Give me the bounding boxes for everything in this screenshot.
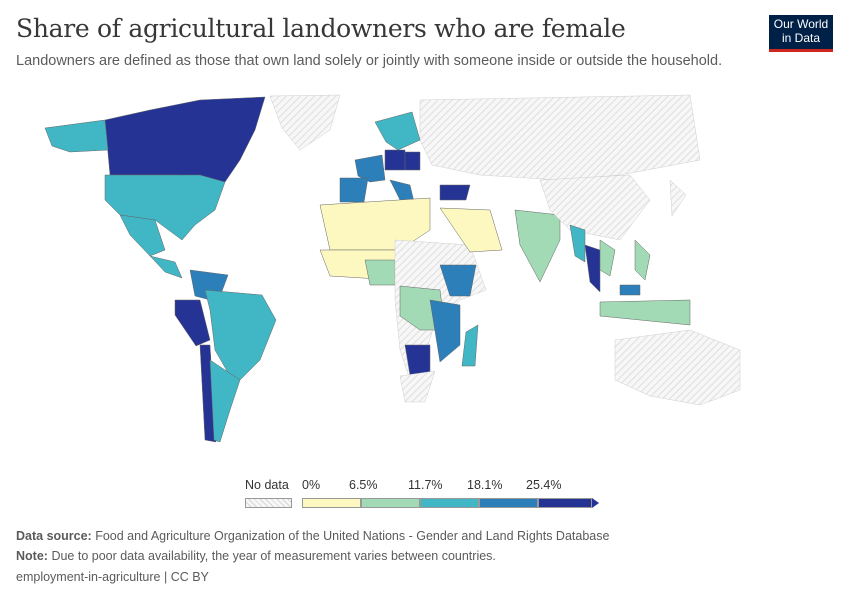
country-poland[interactable] <box>404 151 421 171</box>
legend-tick-label: 0% <box>302 478 321 492</box>
slug-license[interactable]: employment-in-agriculture | CC BY <box>16 570 209 584</box>
legend: No data 0% 6.5% 11.7% 18.1% 25.4% <box>0 478 850 514</box>
note-label: Note: <box>16 549 48 563</box>
country-indonesia[interactable] <box>599 299 691 326</box>
country-greenland[interactable] <box>269 94 341 151</box>
country-india[interactable] <box>514 209 561 283</box>
country-russia[interactable] <box>419 94 701 181</box>
legend-no-data-swatch <box>245 498 292 508</box>
legend-bin-swatch[interactable] <box>420 498 479 508</box>
owid-logo[interactable]: Our World in Data <box>769 15 833 52</box>
chart-title: Share of agricultural landowners who are… <box>16 14 626 43</box>
note: Note: Due to poor data availability, the… <box>16 549 496 563</box>
legend-bin-swatch[interactable] <box>302 498 361 508</box>
chart-subtitle: Landowners are defined as those that own… <box>16 53 723 69</box>
country-vietnam[interactable] <box>599 239 616 277</box>
country-spain[interactable] <box>339 177 369 203</box>
country-brazil[interactable] <box>204 289 277 386</box>
country-north-africa[interactable] <box>319 197 431 251</box>
country-peru[interactable] <box>174 299 211 347</box>
source-text[interactable]: Food and Agriculture Organization of the… <box>95 529 610 543</box>
country-chile[interactable] <box>199 344 217 443</box>
country-thailand[interactable] <box>584 244 601 293</box>
country-philippines[interactable] <box>634 239 651 281</box>
legend-bin-swatch[interactable] <box>361 498 420 508</box>
country-germany[interactable] <box>384 149 406 171</box>
country-mexico[interactable] <box>119 214 166 257</box>
country-nigeria[interactable] <box>364 259 396 286</box>
country-central-america[interactable] <box>149 255 183 279</box>
legend-bin-swatch[interactable] <box>479 498 538 508</box>
country-australia[interactable] <box>614 329 741 406</box>
country-turkey[interactable] <box>439 184 471 201</box>
country-united-states[interactable] <box>104 174 226 241</box>
legend-no-data-label: No data <box>245 478 289 492</box>
country-china[interactable] <box>539 174 651 241</box>
country-japan[interactable] <box>669 179 687 217</box>
country-scandinavia[interactable] <box>374 111 421 151</box>
country-saudi-arabia[interactable] <box>439 207 503 253</box>
country-madagascar[interactable] <box>461 324 479 367</box>
note-text: Due to poor data availability, the year … <box>51 549 496 563</box>
data-source: Data source: Food and Agriculture Organi… <box>16 529 609 543</box>
legend-arrow-icon <box>592 498 599 508</box>
country-canada[interactable] <box>104 96 266 186</box>
world-map[interactable] <box>0 90 850 460</box>
legend-bin-swatch[interactable] <box>538 498 592 508</box>
country-argentina[interactable] <box>209 359 241 443</box>
legend-tick-label: 6.5% <box>349 478 378 492</box>
legend-tick-label: 25.4% <box>526 478 562 492</box>
country-alaska-united-states-[interactable] <box>44 119 109 153</box>
country-france[interactable] <box>354 154 386 183</box>
country-ethiopia[interactable] <box>439 264 477 297</box>
country-malaysia[interactable] <box>619 284 641 296</box>
country-south-africa[interactable] <box>399 370 436 403</box>
country-myanmar[interactable] <box>569 224 586 263</box>
legend-tick-label: 18.1% <box>467 478 503 492</box>
country-tanzania[interactable] <box>429 299 461 363</box>
legend-tick-label: 11.7% <box>408 478 443 492</box>
source-label: Data source: <box>16 529 92 543</box>
